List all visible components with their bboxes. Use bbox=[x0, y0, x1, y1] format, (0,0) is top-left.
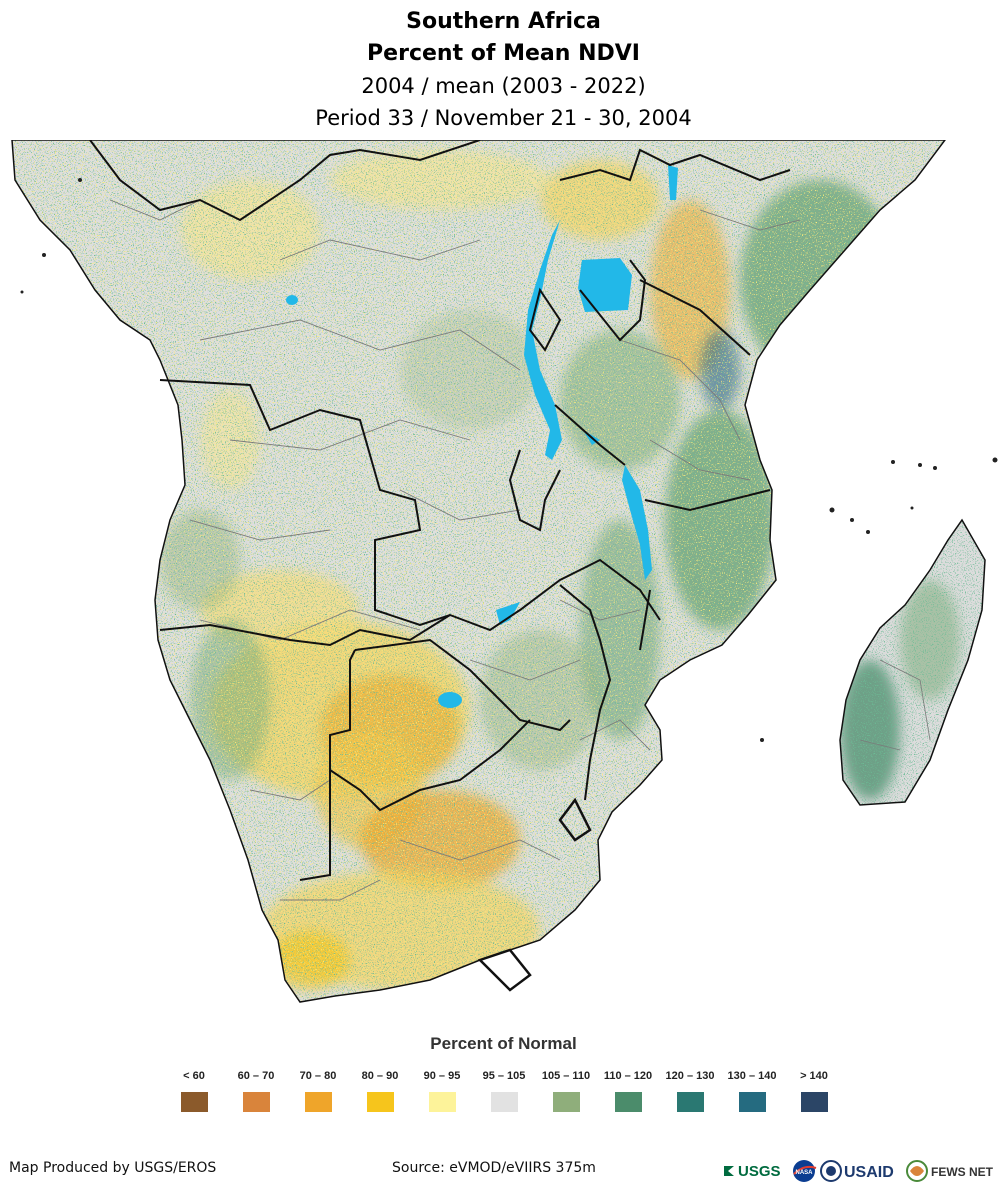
national-borders bbox=[89, 140, 791, 992]
legend-swatch bbox=[800, 1092, 828, 1112]
data-source: Source: eVMOD/eVIIRS 375m bbox=[392, 1160, 596, 1176]
legend-item: > 140 bbox=[782, 1068, 846, 1112]
legend-swatch bbox=[304, 1092, 332, 1112]
legend-swatch bbox=[490, 1092, 518, 1112]
legend-swatch bbox=[738, 1092, 766, 1112]
fewsnet-logo-text: FEWS NET bbox=[931, 1165, 994, 1179]
ndvi-map bbox=[11, 140, 998, 1003]
legend-item: 110 – 120 bbox=[596, 1068, 660, 1112]
legend-item-label: < 60 bbox=[183, 1070, 205, 1082]
map-title-region: Southern Africa bbox=[406, 9, 601, 34]
legend-item-label: 120 – 130 bbox=[665, 1070, 715, 1082]
legend-item: 130 – 140 bbox=[720, 1068, 784, 1112]
madagascar bbox=[839, 518, 986, 806]
map-subtitle-period: Period 33 / November 21 - 30, 2004 bbox=[315, 106, 692, 130]
legend-title: Percent of Normal bbox=[430, 1034, 577, 1053]
legend-item: 105 – 110 bbox=[534, 1068, 598, 1112]
legend-item: < 60 bbox=[162, 1068, 226, 1112]
legend-swatch bbox=[676, 1092, 704, 1112]
usgs-logo: USGS bbox=[724, 1163, 781, 1180]
legend-item: 95 – 105 bbox=[472, 1068, 536, 1112]
map-title-block: Southern Africa Percent of Mean NDVI 200… bbox=[0, 6, 1007, 134]
legend-swatch bbox=[180, 1092, 208, 1112]
legend-item: 80 – 90 bbox=[348, 1068, 412, 1112]
legend-swatch bbox=[242, 1092, 270, 1112]
legend-item-label: 105 – 110 bbox=[541, 1070, 591, 1082]
islands bbox=[20, 178, 998, 742]
producer-credit: Map Produced by USGS/EROS bbox=[9, 1160, 217, 1176]
fewsnet-logo: FEWS NET bbox=[906, 1160, 994, 1182]
map-subtitle-comparison: 2004 / mean (2003 - 2022) bbox=[361, 74, 646, 98]
legend-item-label: 130 – 140 bbox=[727, 1070, 777, 1082]
mainland bbox=[11, 140, 946, 1003]
nasa-logo-text: NASA bbox=[795, 1170, 813, 1176]
usgs-logo-text: USGS bbox=[738, 1163, 781, 1180]
usaid-logo: USAID bbox=[820, 1160, 894, 1182]
nasa-logo: NASA bbox=[793, 1160, 817, 1182]
legend-item-label: 70 – 80 bbox=[299, 1070, 337, 1082]
legend-swatch bbox=[366, 1092, 394, 1112]
legend-item: 60 – 70 bbox=[224, 1068, 288, 1112]
usaid-logo-text: USAID bbox=[844, 1164, 894, 1181]
lakes bbox=[286, 165, 678, 708]
legend-item: 120 – 130 bbox=[658, 1068, 722, 1112]
legend-item-label: 90 – 95 bbox=[423, 1070, 461, 1082]
legend-swatch bbox=[614, 1092, 642, 1112]
legend-swatch bbox=[552, 1092, 580, 1112]
legend-item-label: 110 – 120 bbox=[603, 1070, 653, 1082]
legend-item-label: > 140 bbox=[800, 1070, 828, 1082]
partner-logos: USGS NASA USAID FEWS NET bbox=[724, 1160, 994, 1182]
legend-item-label: 95 – 105 bbox=[482, 1070, 526, 1082]
legend-item: 70 – 80 bbox=[286, 1068, 350, 1112]
legend-swatch bbox=[428, 1092, 456, 1112]
admin-borders bbox=[109, 199, 801, 901]
legend-item: 90 – 95 bbox=[410, 1068, 474, 1112]
legend-item-label: 60 – 70 bbox=[237, 1070, 275, 1082]
legend-item-label: 80 – 90 bbox=[361, 1070, 399, 1082]
map-title-product: Percent of Mean NDVI bbox=[367, 41, 640, 66]
